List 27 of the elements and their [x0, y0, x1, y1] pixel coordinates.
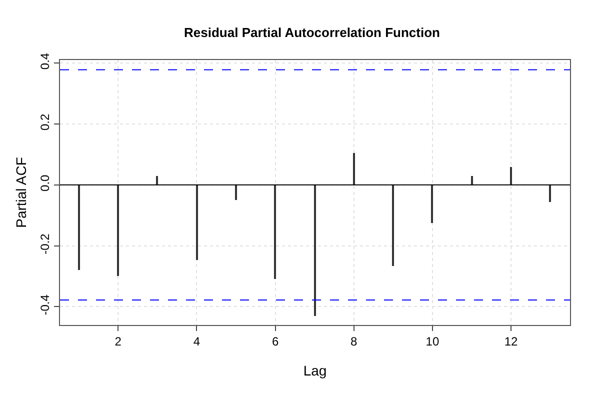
- bar: [510, 167, 512, 185]
- bar: [549, 185, 551, 202]
- x-tick-label: 10: [426, 334, 440, 348]
- bar: [156, 176, 158, 185]
- bar: [78, 185, 80, 270]
- bar: [431, 185, 433, 223]
- y-tick-label: 0.4: [38, 52, 52, 70]
- y-tick-label: 0.0: [38, 174, 52, 192]
- x-tick-label: 6: [272, 334, 279, 348]
- chart-title: Residual Partial Autocorrelation Function: [184, 25, 440, 40]
- bar: [196, 185, 198, 260]
- bar: [117, 185, 119, 276]
- x-tick-label: 4: [193, 334, 200, 348]
- x-tick-label: 2: [114, 334, 122, 348]
- x-axis-title: Lag: [303, 362, 327, 379]
- bar: [471, 176, 473, 185]
- bar: [314, 185, 316, 316]
- bar: [353, 153, 355, 185]
- y-tick-label: -0.2: [38, 233, 52, 254]
- bar: [392, 185, 394, 266]
- y-tick-label: -0.4: [38, 294, 52, 316]
- x-tick-label: 12: [504, 334, 518, 348]
- y-tick-label: 0.2: [38, 114, 52, 131]
- bar: [274, 185, 276, 279]
- bar: [235, 185, 237, 200]
- x-tick-label: 8: [350, 334, 358, 348]
- y-axis-title: Partial ACF: [12, 157, 29, 228]
